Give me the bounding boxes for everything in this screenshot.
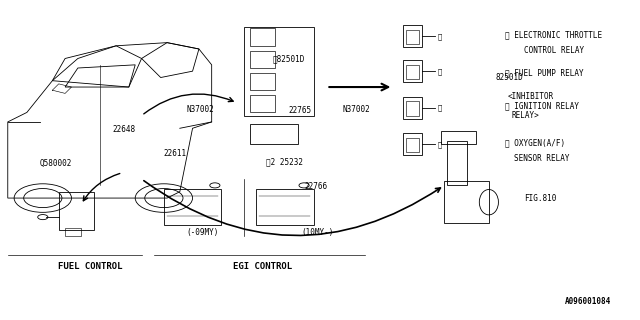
Text: N37002: N37002 bbox=[186, 105, 214, 114]
Text: ② IGNITION RELAY: ② IGNITION RELAY bbox=[505, 101, 579, 111]
Text: ②: ② bbox=[438, 105, 442, 111]
Text: ᠧ2 25232: ᠧ2 25232 bbox=[266, 157, 303, 166]
Text: 82501D: 82501D bbox=[495, 73, 523, 82]
Text: SENSOR RELAY: SENSOR RELAY bbox=[515, 154, 570, 163]
Text: CONTROL RELAY: CONTROL RELAY bbox=[524, 46, 584, 55]
Text: FIG.810: FIG.810 bbox=[524, 194, 556, 203]
Text: ① ELECTRONIC THROTTLE: ① ELECTRONIC THROTTLE bbox=[505, 30, 602, 39]
Text: 22611: 22611 bbox=[164, 149, 187, 158]
Text: ①: ① bbox=[438, 68, 442, 75]
Text: ② OXYGEN(A/F): ② OXYGEN(A/F) bbox=[505, 138, 565, 147]
Text: ②: ② bbox=[438, 141, 442, 148]
Text: RELAY>: RELAY> bbox=[511, 111, 539, 120]
Text: EGI CONTROL: EGI CONTROL bbox=[233, 262, 292, 271]
Text: (-09MY): (-09MY) bbox=[186, 228, 218, 237]
Text: ᠧ82501D: ᠧ82501D bbox=[272, 54, 305, 63]
Text: FUEL CONTROL: FUEL CONTROL bbox=[58, 262, 123, 271]
Text: 22648: 22648 bbox=[113, 125, 136, 134]
Text: ① FUEL PUMP RELAY: ① FUEL PUMP RELAY bbox=[505, 68, 584, 77]
Text: A096001084: A096001084 bbox=[564, 297, 611, 306]
Text: <INHIBITOR: <INHIBITOR bbox=[508, 92, 554, 101]
Text: Q580002: Q580002 bbox=[40, 159, 72, 168]
Text: ①: ① bbox=[438, 34, 442, 40]
Text: N37002: N37002 bbox=[342, 105, 370, 114]
Text: 22766: 22766 bbox=[304, 182, 327, 191]
Text: 22765: 22765 bbox=[288, 106, 311, 115]
Text: (10MY-): (10MY-) bbox=[301, 228, 333, 237]
